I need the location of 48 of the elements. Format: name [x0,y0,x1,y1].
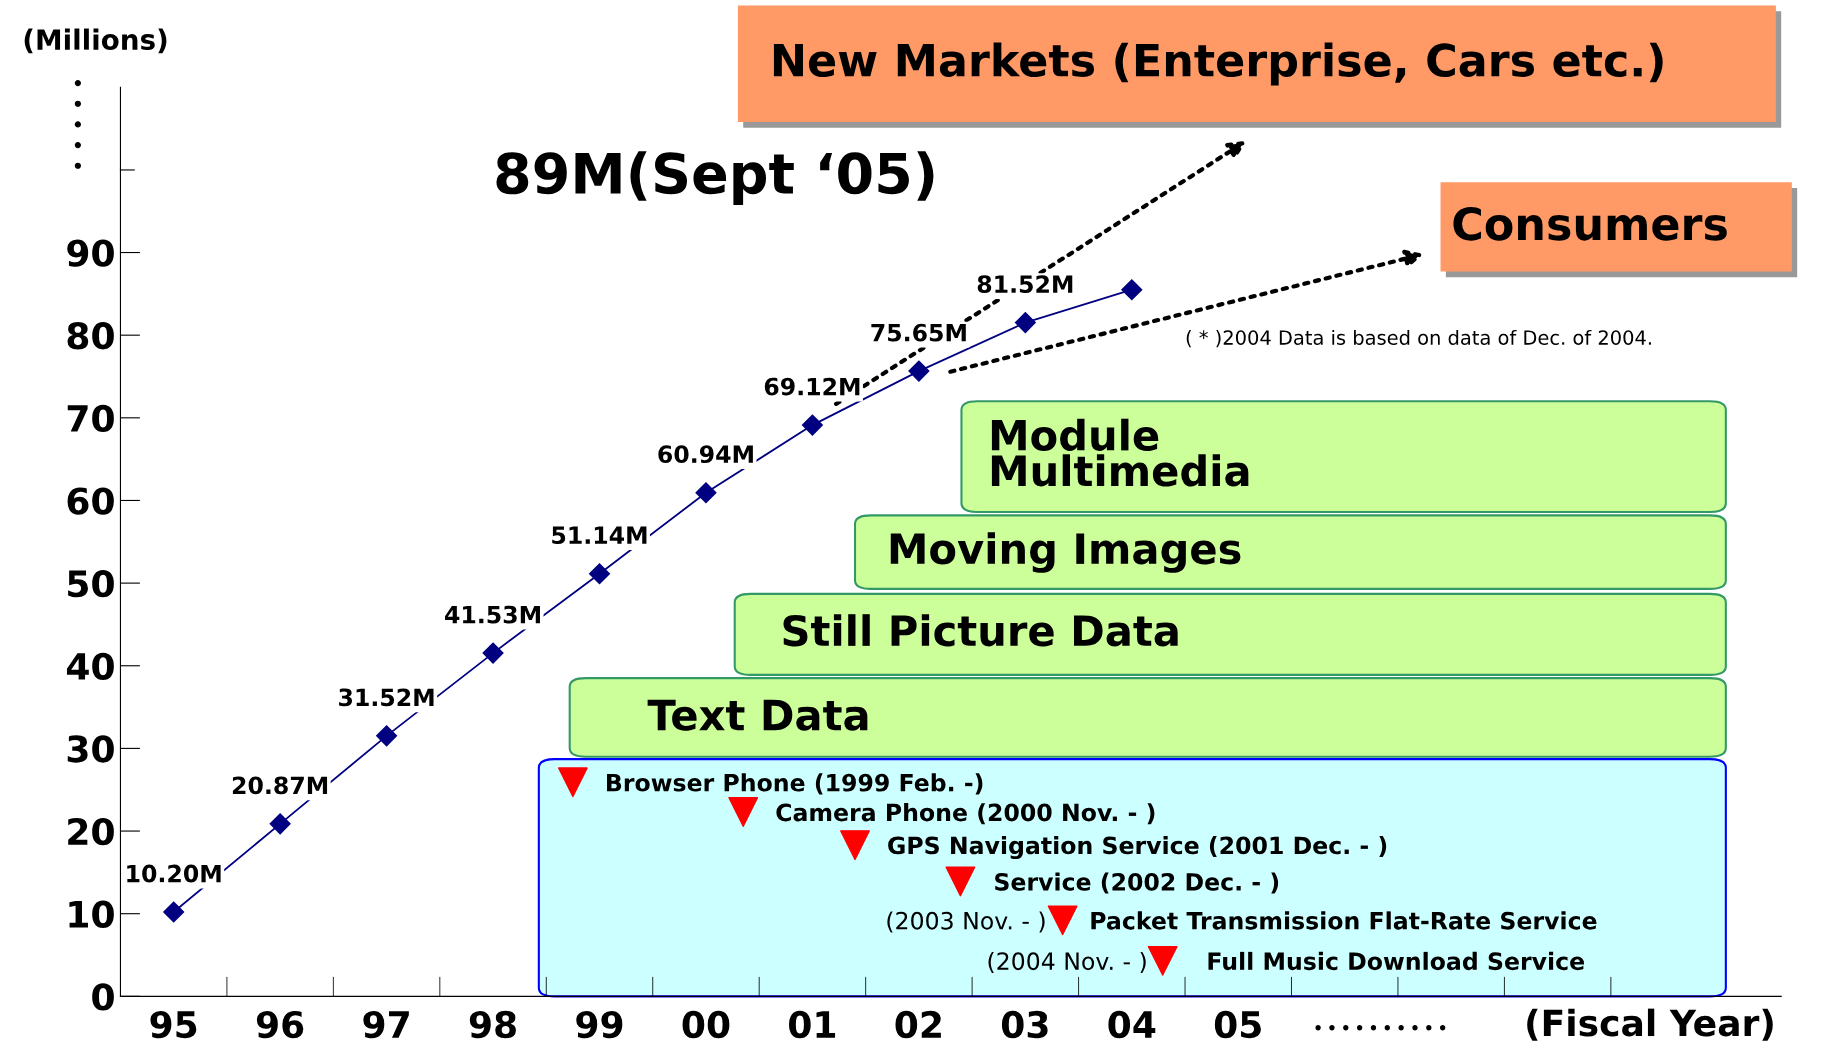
text: Consumers [1453,207,1727,241]
annotation: Moving Images [890,532,1241,573]
data-label: 51.14M [552,526,647,545]
text: (Fiscal Year) [1527,1008,1773,1041]
data-label: 69.12M [764,377,860,396]
data-label: 20.87M [232,776,328,795]
y-tick-label: 70 [67,404,114,433]
text: New Markets (Enterprise, Cars etc.) [773,42,1663,86]
annotation: Service (2002 Dec. - ) [995,872,1279,894]
annotation: Still Picture Data [783,614,1178,647]
y-tick-label: 30 [67,735,114,763]
y-tick-label: 0 [92,983,114,1011]
y-tick-label: 90 [67,239,114,267]
x-tick-label: 97 [363,1010,409,1039]
annotation: Packet Transmission Flat-Rate Service [1091,911,1597,930]
x-tick-label: 98 [469,1010,516,1039]
annotation: ( * )2004 Data is based on data of Dec. of 2004. [1186,329,1651,348]
x-tick-label: 05 [1214,1010,1261,1039]
data-label: 60.94M [658,445,753,464]
annotation: (2003 Nov. - ) [887,911,1045,933]
x-tick-label: 96 [256,1010,304,1039]
x-tick-label: 95 [150,1010,197,1039]
y-tick-label: 50 [68,570,114,598]
x-tick-label: 01 [789,1010,836,1039]
x-tick-label: 02 [895,1010,941,1039]
y-tick-label: 40 [66,652,114,680]
y-tick-label: 20 [68,817,114,846]
annotation: (2004 Nov. - ) [988,951,1146,973]
x-tick-label: 00 [682,1010,730,1039]
data-label: 31.52M [339,688,434,707]
x-tick-label: 04 [1108,1010,1156,1039]
y-tick-label: 80 [67,322,114,350]
data-label: 41.53M [445,605,540,624]
y-tick-label: 10 [69,900,114,928]
annotation: Camera Phone (2000 Nov. - ) [776,803,1155,825]
annotation: GPS Navigation Service (2001 Dec. - ) [888,836,1387,860]
data-label: 81.52M [977,275,1073,294]
annotation: Full Music Download Service [1208,951,1584,971]
y-tick-label: 60 [67,487,114,515]
annotation: Module Multimedia [991,418,1249,487]
annotation: Browser Phone (1999 Feb. -) [607,773,983,795]
data-label: 10.20M [127,864,221,883]
x-tick-label: 99 [576,1010,623,1039]
x-tick-label: 03 [1001,1010,1048,1039]
y-axis-title: (Millions) [24,28,167,54]
data-label: 75.65M [871,323,966,342]
annotation: 89M(Sept ‘05) [496,151,934,206]
annotation: Text Data [647,699,868,731]
